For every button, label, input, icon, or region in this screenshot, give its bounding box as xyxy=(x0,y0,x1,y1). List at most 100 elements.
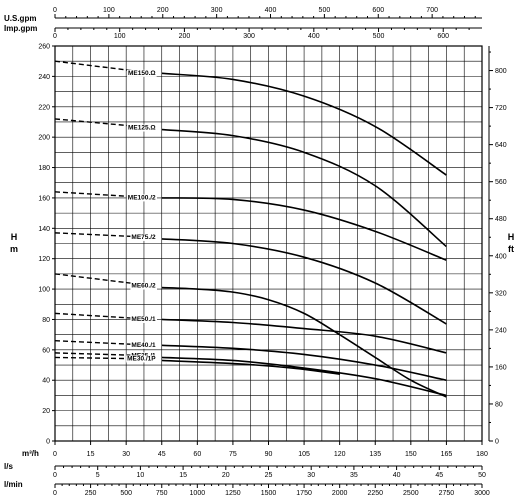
l-per-min-tick-label: 1750 xyxy=(296,490,312,497)
y-tick-label: 40 xyxy=(42,378,50,385)
right-tick-label: 720 xyxy=(495,105,507,112)
imp-gpm-tick-label: 100 xyxy=(114,33,126,40)
x-tick-label: 165 xyxy=(441,451,453,458)
l-per-min-tick-label: 750 xyxy=(156,490,168,497)
l-per-s-tick-label: 45 xyxy=(435,472,443,479)
l-per-min-tick-label: 2750 xyxy=(439,490,455,497)
curve-8-solid xyxy=(161,356,447,397)
curve-label-background xyxy=(126,194,158,202)
x-tick-label: 135 xyxy=(369,451,381,458)
curve-label: ME125.Ω xyxy=(128,125,156,132)
curve-label: ME60./2 xyxy=(131,283,156,290)
imp-gpm-tick-label: 600 xyxy=(437,33,449,40)
y-tick-label: 180 xyxy=(38,165,50,172)
x-tick-label: 45 xyxy=(158,451,166,458)
y-tick-label: 0 xyxy=(46,439,50,446)
curve-1-solid xyxy=(161,72,447,176)
y-tick-label: 220 xyxy=(38,104,50,111)
y-axis-unit: m xyxy=(10,244,18,254)
l-per-s-tick-label: 40 xyxy=(393,472,401,479)
right-tick-label: 560 xyxy=(495,179,507,186)
right-tick-label: 640 xyxy=(495,142,507,149)
curve-label-background xyxy=(127,124,157,132)
x-tick-label: 15 xyxy=(87,451,95,458)
imp-gpm-tick-label: 500 xyxy=(373,33,385,40)
x-tick-label: 90 xyxy=(265,451,273,458)
imp-gpm-unit-label: Imp.gpm xyxy=(4,24,37,33)
imp-gpm-tick-label: 0 xyxy=(53,33,57,40)
curve-label: ME75./2 xyxy=(131,234,156,241)
curve-4-solid xyxy=(161,238,447,325)
curve-label: ME30./1P xyxy=(127,355,156,362)
right-axis-title: H xyxy=(508,232,515,242)
us-gpm-tick-label: 700 xyxy=(426,7,438,14)
y-tick-label: 80 xyxy=(42,317,50,324)
curve-5-solid xyxy=(161,286,447,398)
l-per-min-tick-label: 3000 xyxy=(474,490,490,497)
curve-7-solid xyxy=(161,344,447,382)
right-axis-unit: ft xyxy=(508,244,514,254)
l-per-min-tick-label: 0 xyxy=(53,490,57,497)
l-per-s-tick-label: 5 xyxy=(96,472,100,479)
us-gpm-unit-label: U.S.gpm xyxy=(4,14,36,23)
curve-label: ME40./1 xyxy=(131,342,156,349)
right-tick-label: 320 xyxy=(495,290,507,297)
x-axis-title: m³/h xyxy=(22,449,39,458)
y-tick-label: 140 xyxy=(38,226,50,233)
imp-gpm-tick-label: 400 xyxy=(308,33,320,40)
curve-label-background xyxy=(126,355,158,363)
l-per-min-tick-label: 500 xyxy=(120,490,132,497)
us-gpm-tick-label: 100 xyxy=(103,7,115,14)
curve-9-solid xyxy=(161,359,340,375)
l-per-s-tick-label: 0 xyxy=(53,472,57,479)
l-per-s-tick-label: 50 xyxy=(478,472,486,479)
l-per-min-unit-label: l/min xyxy=(4,480,23,489)
y-tick-label: 20 xyxy=(42,408,50,415)
l-per-min-tick-label: 1500 xyxy=(261,490,277,497)
x-tick-label: 60 xyxy=(193,451,201,458)
right-tick-label: 240 xyxy=(495,327,507,334)
l-per-min-tick-label: 1250 xyxy=(225,490,241,497)
l-per-min-tick-label: 2500 xyxy=(403,490,419,497)
curve-6-solid xyxy=(161,318,447,354)
us-gpm-tick-label: 400 xyxy=(265,7,277,14)
y-tick-label: 260 xyxy=(38,44,50,51)
x-tick-label: 180 xyxy=(476,451,488,458)
l-per-s-tick-label: 30 xyxy=(307,472,315,479)
x-tick-label: 120 xyxy=(334,451,346,458)
right-tick-label: 0 xyxy=(495,439,499,446)
y-tick-label: 120 xyxy=(38,256,50,263)
curve-3-solid xyxy=(161,197,447,261)
us-gpm-tick-label: 0 xyxy=(53,7,57,14)
l-per-s-tick-label: 35 xyxy=(350,472,358,479)
l-per-s-unit-label: l/s xyxy=(4,462,13,471)
curve-label-background xyxy=(127,69,157,77)
l-per-min-tick-label: 2000 xyxy=(332,490,348,497)
curve-label: ME50./1 xyxy=(131,316,156,323)
l-per-min-tick-label: 250 xyxy=(85,490,97,497)
x-tick-label: 30 xyxy=(122,451,130,458)
curve-label-background xyxy=(130,341,158,349)
l-per-s-tick-label: 20 xyxy=(222,472,230,479)
curve-label: ME150.Ω xyxy=(128,70,156,77)
right-tick-label: 400 xyxy=(495,253,507,260)
us-gpm-tick-label: 200 xyxy=(157,7,169,14)
y-tick-label: 100 xyxy=(38,287,50,294)
curve-label-background xyxy=(130,282,158,290)
l-per-min-tick-label: 2250 xyxy=(367,490,383,497)
y-tick-label: 160 xyxy=(38,195,50,202)
right-tick-label: 480 xyxy=(495,216,507,223)
right-tick-label: 80 xyxy=(495,401,503,408)
l-per-s-tick-label: 25 xyxy=(265,472,273,479)
us-gpm-tick-label: 500 xyxy=(319,7,331,14)
curve-2-solid xyxy=(161,128,447,248)
curve-label-background xyxy=(130,233,158,241)
right-tick-label: 160 xyxy=(495,364,507,371)
l-per-s-tick-label: 10 xyxy=(137,472,145,479)
x-tick-label: 150 xyxy=(405,451,417,458)
l-per-min-tick-label: 1000 xyxy=(190,490,206,497)
curve-label: ME100./2 xyxy=(128,194,156,201)
curve-label-background xyxy=(130,315,158,323)
